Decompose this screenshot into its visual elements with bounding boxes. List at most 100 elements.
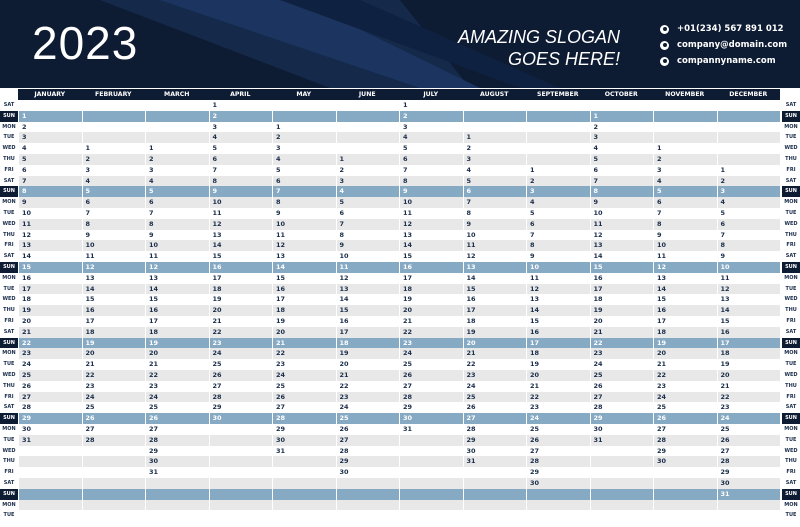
weekday-label-right: FRI bbox=[786, 318, 796, 324]
day-cell: 31 bbox=[466, 457, 476, 466]
weekday-label-right: SUN bbox=[782, 186, 800, 198]
day-cell: 20 bbox=[85, 349, 95, 358]
month-column-divider bbox=[653, 413, 717, 424]
day-cell: 1 bbox=[149, 144, 154, 153]
contact-website: compannyname.com bbox=[660, 53, 787, 69]
month-header-september: SEPTEMBER bbox=[536, 91, 579, 98]
month-column-divider bbox=[335, 326, 400, 338]
month-column-divider bbox=[272, 186, 336, 198]
month-column-divider bbox=[18, 348, 82, 360]
day-cell: 28 bbox=[22, 403, 32, 412]
day-cell: 13 bbox=[593, 241, 603, 250]
month-column-divider bbox=[526, 197, 590, 208]
day-cell: 18 bbox=[530, 349, 540, 358]
month-column-divider bbox=[399, 197, 463, 208]
day-cell: 21 bbox=[593, 327, 603, 336]
month-column-divider bbox=[145, 445, 209, 457]
month-column-divider bbox=[145, 218, 209, 230]
month-column-divider bbox=[399, 499, 463, 511]
day-cell: 5 bbox=[593, 155, 599, 163]
month-column-divider bbox=[335, 359, 400, 370]
month-column-divider bbox=[399, 143, 463, 154]
month-column-divider bbox=[208, 359, 273, 370]
slogan-line-1: AMAZING SLOGAN bbox=[457, 27, 620, 47]
month-column-divider bbox=[462, 370, 527, 381]
month-column-divider bbox=[399, 359, 463, 370]
calendar-row: THU THU 26 23 23 27 25 22 27 24 21 26 23 21 bbox=[0, 380, 800, 392]
day-cell: 16 bbox=[212, 263, 222, 271]
month-column-divider bbox=[18, 478, 82, 489]
weekday-label-right: SAT bbox=[785, 177, 797, 184]
day-cell: 2 bbox=[22, 122, 27, 131]
day-cell: 8 bbox=[403, 176, 408, 185]
day-cell: 14 bbox=[22, 252, 32, 261]
contact-email-text: company@domain.com bbox=[677, 40, 788, 50]
day-cell: 24 bbox=[339, 403, 349, 412]
day-cell: 28 bbox=[276, 414, 286, 423]
day-cell: 12 bbox=[85, 263, 95, 271]
day-cell: 4 bbox=[85, 176, 91, 185]
day-cell: 30 bbox=[530, 479, 540, 487]
calendar-row: TUE TUE bbox=[0, 510, 800, 522]
month-column-divider bbox=[81, 197, 146, 208]
month-column-divider bbox=[462, 175, 527, 187]
calendar-row: TUE TUE 24 21 21 25 23 20 25 22 19 24 21 19 bbox=[0, 359, 800, 370]
month-column-divider bbox=[81, 208, 146, 219]
month-column-divider bbox=[462, 272, 527, 284]
month-column-divider bbox=[462, 283, 527, 295]
day-cell: 30 bbox=[466, 446, 476, 455]
day-cell: 5 bbox=[22, 155, 27, 163]
month-column-divider bbox=[653, 110, 717, 122]
day-cell: 10 bbox=[657, 241, 667, 250]
month-column-divider bbox=[335, 218, 400, 230]
month-column-divider bbox=[272, 240, 336, 252]
month-column-divider bbox=[335, 370, 400, 381]
weekday-label-right: TUE bbox=[785, 512, 797, 519]
day-cell: 10 bbox=[22, 209, 32, 217]
day-cell: 14 bbox=[720, 306, 730, 315]
month-column-divider bbox=[272, 132, 336, 144]
weekday-label-left: SUN bbox=[0, 186, 18, 198]
day-cell: 1 bbox=[339, 155, 345, 163]
month-column-divider bbox=[18, 218, 82, 230]
day-cell: 13 bbox=[85, 273, 95, 282]
day-cell: 22 bbox=[403, 327, 413, 336]
day-cell: 27 bbox=[530, 446, 540, 455]
month-column-divider bbox=[18, 186, 82, 198]
calendar-row: SUN SUN 22 19 19 23 21 18 23 20 17 22 19 17 bbox=[0, 337, 800, 349]
month-column-divider bbox=[145, 413, 209, 424]
month-column-divider bbox=[18, 251, 82, 262]
day-cell: 28 bbox=[657, 435, 667, 444]
day-cell: 15 bbox=[530, 317, 540, 325]
day-cell: 15 bbox=[657, 295, 667, 304]
day-cell: 26 bbox=[657, 414, 667, 423]
month-column-divider bbox=[18, 100, 82, 111]
day-cell: 14 bbox=[212, 241, 222, 250]
day-cell: 25 bbox=[22, 371, 32, 379]
month-column-divider bbox=[399, 294, 463, 306]
month-header-march: MARCH bbox=[164, 91, 190, 98]
month-column-divider bbox=[145, 391, 209, 403]
month-column-divider bbox=[653, 391, 717, 403]
calendar-row: TUE TUE 3 4 2 4 1 3 bbox=[0, 132, 800, 144]
weekday-label-right: THU bbox=[785, 156, 797, 162]
weekday-label-right: MON bbox=[784, 274, 798, 281]
day-cell: 25 bbox=[720, 425, 730, 433]
day-cell: 7 bbox=[657, 209, 662, 217]
month-column-divider bbox=[399, 510, 463, 522]
day-cell: 17 bbox=[593, 284, 603, 293]
day-cell: 9 bbox=[720, 252, 726, 261]
month-column-divider bbox=[462, 413, 527, 424]
day-cell: 5 bbox=[403, 144, 408, 153]
day-cell: 18 bbox=[149, 327, 159, 336]
day-cell: 29 bbox=[276, 425, 286, 433]
month-column-divider bbox=[462, 294, 527, 306]
month-column-divider bbox=[526, 164, 590, 176]
day-cell: 20 bbox=[466, 338, 476, 347]
day-cell: 13 bbox=[149, 273, 159, 282]
month-column-divider bbox=[462, 164, 527, 176]
weekday-label-left: MON bbox=[2, 501, 16, 508]
month-column-divider bbox=[653, 434, 717, 446]
month-column-divider bbox=[18, 467, 82, 478]
month-column-divider bbox=[653, 510, 717, 522]
